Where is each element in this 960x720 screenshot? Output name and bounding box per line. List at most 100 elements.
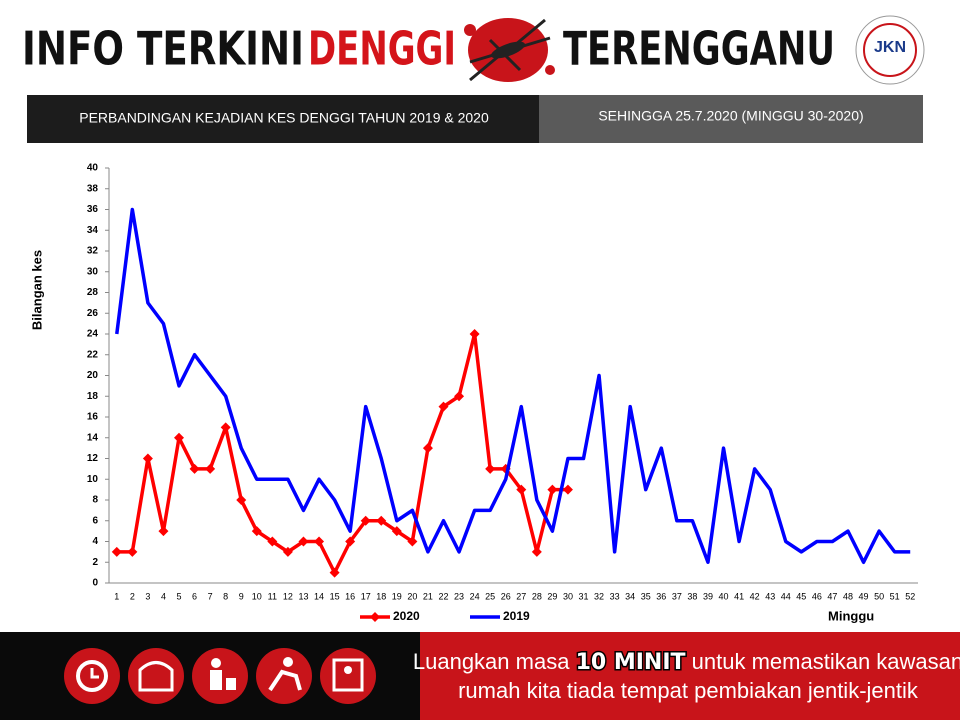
data-point (454, 391, 465, 402)
x-tick-label: 43 (765, 591, 775, 601)
data-point (127, 546, 138, 557)
x-tick-label: 34 (625, 591, 635, 601)
logo-text: JKN (874, 39, 906, 56)
message-part: Luangkan masa (413, 649, 570, 674)
legend-label: 2020 (393, 609, 420, 623)
legend-marker (370, 612, 380, 622)
x-tick-label: 36 (656, 591, 666, 601)
data-point (298, 536, 309, 547)
x-tick-label: 3 (145, 591, 150, 601)
y-tick-label: 0 (92, 578, 98, 589)
y-tick-label: 2 (92, 557, 98, 568)
data-point (189, 463, 200, 474)
y-tick-label: 6 (92, 515, 98, 526)
banner-right (539, 95, 923, 143)
x-tick-label: 45 (796, 591, 806, 601)
data-point (282, 546, 293, 557)
data-point (547, 484, 558, 495)
banner-text: SEHINGGA 25.7.2020 (MINGGU 30-2020) (598, 108, 863, 124)
y-tick-label: 24 (87, 329, 99, 340)
data-point (329, 567, 340, 578)
y-tick-label: 26 (87, 308, 99, 319)
x-tick-label: 5 (177, 591, 182, 601)
y-tick-label: 28 (87, 287, 99, 298)
x-tick-label: 11 (268, 591, 277, 601)
x-tick-label: 7 (208, 591, 213, 601)
x-tick-label: 8 (223, 591, 228, 601)
x-tick-label: 4 (161, 591, 166, 601)
x-tick-label: 23 (454, 591, 464, 601)
data-point (267, 536, 278, 547)
x-tick-label: 12 (283, 591, 293, 601)
y-tick-label: 34 (87, 225, 99, 236)
data-point (111, 546, 122, 557)
y-tick-label: 30 (87, 266, 99, 277)
x-tick-label: 2 (130, 591, 135, 601)
data-point (485, 463, 496, 474)
data-point (516, 484, 527, 495)
x-tick-label: 37 (672, 591, 682, 601)
x-tick-label: 47 (827, 591, 837, 601)
x-tick-label: 15 (330, 591, 340, 601)
legend-label: 2019 (503, 609, 530, 623)
y-tick-label: 22 (87, 349, 99, 360)
x-tick-label: 35 (641, 591, 651, 601)
x-tick-label: 14 (314, 591, 324, 601)
y-tick-label: 12 (87, 453, 99, 464)
data-point (376, 515, 387, 526)
title-part: INFO TERKINI (22, 22, 304, 76)
x-tick-label: 32 (594, 591, 604, 601)
data-point (562, 484, 573, 495)
y-tick-label: 14 (87, 432, 99, 443)
x-tick-label: 46 (812, 591, 822, 601)
x-tick-label: 51 (890, 591, 900, 601)
footer-message: Luangkan masa 10 MINIT untuk memastikan … (413, 649, 960, 675)
x-tick-label: 9 (239, 591, 244, 601)
footer-right (420, 632, 960, 720)
x-tick-label: 26 (501, 591, 511, 601)
x-tick-label: 13 (298, 591, 308, 601)
x-tick-label: 22 (438, 591, 448, 601)
x-tick-label: 1 (114, 591, 119, 601)
x-tick-label: 24 (470, 591, 480, 601)
y-tick-label: 36 (87, 204, 99, 215)
data-point (422, 443, 433, 454)
y-tick-label: 20 (87, 370, 99, 381)
y-tick-label: 10 (87, 474, 99, 485)
x-tick-label: 25 (485, 591, 495, 601)
x-tick-label: 27 (516, 591, 526, 601)
logo: JKN (855, 15, 925, 85)
x-tick-label: 19 (392, 591, 402, 601)
data-point (205, 463, 216, 474)
x-tick-label: 42 (750, 591, 760, 601)
x-tick-label: 21 (423, 591, 433, 601)
data-point (531, 546, 542, 557)
data-point (314, 536, 325, 547)
data-point (251, 526, 262, 537)
y-tick-label: 32 (87, 246, 99, 257)
banner-left (27, 95, 539, 143)
title-part: TERENGGANU (563, 22, 835, 76)
x-tick-label: 48 (843, 591, 853, 601)
message-highlight: 10 MINIT (576, 650, 686, 675)
data-point (360, 515, 371, 526)
x-tick-label: 29 (547, 591, 557, 601)
y-tick-label: 40 (87, 163, 99, 174)
message-part: untuk memastikan kawasan (692, 649, 960, 674)
series-line (115, 207, 911, 564)
x-tick-label: 50 (874, 591, 884, 601)
data-point (407, 536, 418, 547)
x-tick-label: 33 (610, 591, 620, 601)
x-axis-label: Minggu (828, 608, 874, 623)
x-tick-label: 17 (361, 591, 371, 601)
footer-icons (64, 648, 376, 704)
x-tick-label: 16 (345, 591, 355, 601)
x-tick-label: 38 (687, 591, 697, 601)
x-tick-label: 40 (719, 591, 729, 601)
banner-text: PERBANDINGAN KEJADIAN KES DENGGI TAHUN 2… (79, 110, 489, 126)
y-tick-label: 4 (92, 536, 98, 547)
data-point (469, 329, 480, 339)
title-part: DENGGI (308, 22, 456, 76)
x-tick-label: 49 (859, 591, 869, 601)
